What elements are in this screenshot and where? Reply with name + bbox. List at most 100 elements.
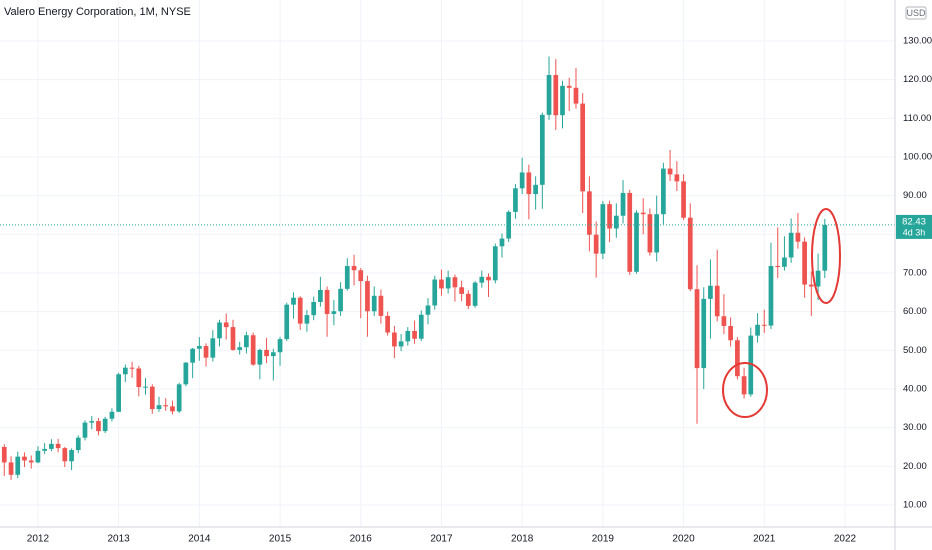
candle-body (755, 324, 760, 336)
candle-body (324, 289, 330, 314)
y-tick-label: 100.00 (903, 151, 932, 162)
candle-body (49, 443, 54, 449)
candle-body (499, 238, 505, 247)
candle-body (277, 339, 283, 353)
candle-body (217, 322, 222, 339)
candle-body (102, 418, 108, 432)
candle-body (795, 232, 801, 242)
y-tick-label: 90.00 (903, 190, 927, 201)
candle-body (190, 348, 195, 363)
candle-body (8, 462, 14, 475)
candle-body (587, 191, 592, 235)
candle-body (116, 374, 121, 412)
candle-body (149, 386, 155, 410)
y-tick-label: 130.00 (903, 36, 932, 47)
candle-body (284, 304, 290, 340)
candle-body (371, 295, 377, 312)
candle-body (439, 279, 444, 289)
candle-body (539, 114, 545, 185)
candle-body (714, 285, 720, 317)
candle-body (593, 234, 599, 254)
candle-body (270, 352, 276, 357)
candle-body (640, 212, 646, 215)
candle-body (445, 277, 451, 289)
candle-body (647, 214, 653, 253)
candle-body (223, 322, 229, 328)
candle-body (183, 362, 189, 385)
candle-body (580, 103, 586, 192)
candle-body (432, 279, 438, 306)
currency-box (905, 6, 927, 20)
candle-body (620, 192, 626, 216)
x-tick-label: 2019 (592, 534, 615, 545)
candle-body (412, 330, 417, 339)
x-tick-label: 2015 (269, 534, 292, 545)
candle-body (62, 448, 68, 462)
candle-body (472, 282, 478, 306)
candle-body (768, 266, 774, 326)
candle-body (721, 316, 727, 326)
candle-body (701, 298, 707, 369)
candle-body (822, 224, 828, 271)
candle-body (392, 332, 397, 347)
candle-body (237, 347, 243, 350)
candle-body (735, 340, 740, 377)
y-tick-label: 120.00 (903, 74, 932, 85)
candle-body (418, 314, 424, 339)
candle-body (385, 315, 390, 333)
candle-body (28, 460, 34, 463)
candle-body (69, 450, 74, 462)
candle-body (297, 297, 303, 324)
candle-body (492, 246, 498, 281)
candle-body (788, 232, 794, 258)
candle-body (560, 85, 565, 116)
candle-body (176, 384, 182, 412)
x-tick-label: 2016 (350, 534, 373, 545)
candle-body (808, 284, 814, 287)
y-tick-label: 110.00 (903, 113, 931, 124)
y-tick-label: 70.00 (903, 267, 927, 278)
candle-body (728, 325, 733, 341)
currency: USD (906, 8, 926, 18)
y-tick-label: 50.00 (903, 345, 927, 356)
candle-body (741, 376, 747, 395)
candle-body (156, 405, 162, 410)
candle-body (506, 211, 512, 239)
candle-body (600, 204, 606, 254)
y-tick-label: 60.00 (903, 306, 927, 317)
x-tick-label: 2018 (511, 534, 534, 545)
candle-body (210, 338, 216, 358)
candle-body (573, 87, 579, 104)
candle-body (257, 349, 263, 365)
countdown: 4d 3h (903, 227, 926, 237)
candle-body (82, 422, 88, 438)
candle-body (661, 168, 666, 215)
candle-body (96, 421, 101, 432)
y-tick-label: 30.00 (903, 422, 927, 433)
candle-body (55, 443, 61, 449)
candle-body (196, 346, 202, 349)
x-tick-label: 2020 (672, 534, 695, 545)
candle-body (748, 335, 754, 395)
candle-body (351, 266, 357, 271)
x-tick-label: 2022 (834, 534, 857, 545)
y-tick-label: 40.00 (903, 383, 927, 394)
candle-body (526, 172, 532, 195)
candle-body (109, 411, 115, 419)
annotation-circle (811, 208, 841, 304)
candle-body (358, 270, 364, 282)
candle-body (694, 289, 700, 369)
candle-body (291, 297, 296, 305)
candle-body (479, 276, 485, 283)
candle-body (338, 288, 343, 312)
candle-body (708, 285, 713, 299)
candle-body (674, 174, 680, 182)
x-tick-label: 2012 (27, 534, 50, 545)
candle-body (170, 406, 175, 412)
candle-body (627, 192, 633, 272)
y-tick-label: 20.00 (903, 461, 927, 472)
grid (0, 0, 895, 527)
x-tick-label: 2017 (430, 534, 453, 545)
